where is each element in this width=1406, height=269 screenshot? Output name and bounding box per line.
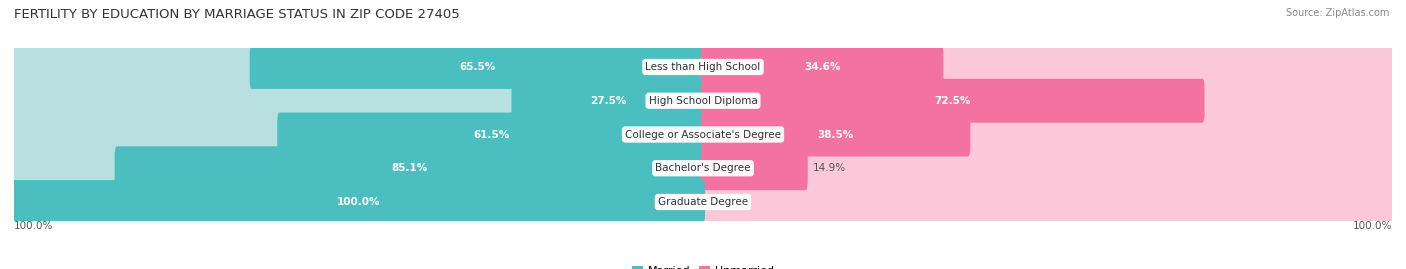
Legend: Married, Unmarried: Married, Unmarried: [627, 261, 779, 269]
Text: 61.5%: 61.5%: [472, 129, 509, 140]
FancyBboxPatch shape: [13, 45, 704, 89]
Text: 85.1%: 85.1%: [392, 163, 427, 173]
Text: 100.0%: 100.0%: [1353, 221, 1392, 231]
Text: Source: ZipAtlas.com: Source: ZipAtlas.com: [1285, 8, 1389, 18]
FancyBboxPatch shape: [702, 146, 807, 190]
FancyBboxPatch shape: [13, 79, 704, 123]
FancyBboxPatch shape: [702, 112, 1393, 157]
FancyBboxPatch shape: [11, 138, 1395, 198]
FancyBboxPatch shape: [702, 45, 1393, 89]
Text: 14.9%: 14.9%: [813, 163, 845, 173]
FancyBboxPatch shape: [702, 79, 1205, 123]
Text: Less than High School: Less than High School: [645, 62, 761, 72]
FancyBboxPatch shape: [11, 71, 1395, 131]
FancyBboxPatch shape: [702, 112, 970, 157]
Text: 100.0%: 100.0%: [14, 221, 53, 231]
FancyBboxPatch shape: [702, 79, 1393, 123]
Text: 34.6%: 34.6%: [804, 62, 841, 72]
Text: Bachelor's Degree: Bachelor's Degree: [655, 163, 751, 173]
FancyBboxPatch shape: [13, 146, 704, 190]
Text: 38.5%: 38.5%: [817, 129, 853, 140]
FancyBboxPatch shape: [250, 45, 704, 89]
FancyBboxPatch shape: [13, 180, 704, 224]
FancyBboxPatch shape: [115, 146, 704, 190]
Text: Graduate Degree: Graduate Degree: [658, 197, 748, 207]
FancyBboxPatch shape: [13, 112, 704, 157]
Text: 100.0%: 100.0%: [337, 197, 380, 207]
Text: 72.5%: 72.5%: [935, 96, 972, 106]
FancyBboxPatch shape: [11, 37, 1395, 97]
FancyBboxPatch shape: [702, 180, 1393, 224]
Text: 27.5%: 27.5%: [591, 96, 627, 106]
FancyBboxPatch shape: [13, 180, 704, 224]
FancyBboxPatch shape: [702, 146, 1393, 190]
FancyBboxPatch shape: [277, 112, 704, 157]
FancyBboxPatch shape: [11, 104, 1395, 165]
Text: College or Associate's Degree: College or Associate's Degree: [626, 129, 780, 140]
Text: High School Diploma: High School Diploma: [648, 96, 758, 106]
FancyBboxPatch shape: [702, 45, 943, 89]
FancyBboxPatch shape: [11, 172, 1395, 232]
Text: 65.5%: 65.5%: [460, 62, 495, 72]
Text: FERTILITY BY EDUCATION BY MARRIAGE STATUS IN ZIP CODE 27405: FERTILITY BY EDUCATION BY MARRIAGE STATU…: [14, 8, 460, 21]
FancyBboxPatch shape: [512, 79, 704, 123]
